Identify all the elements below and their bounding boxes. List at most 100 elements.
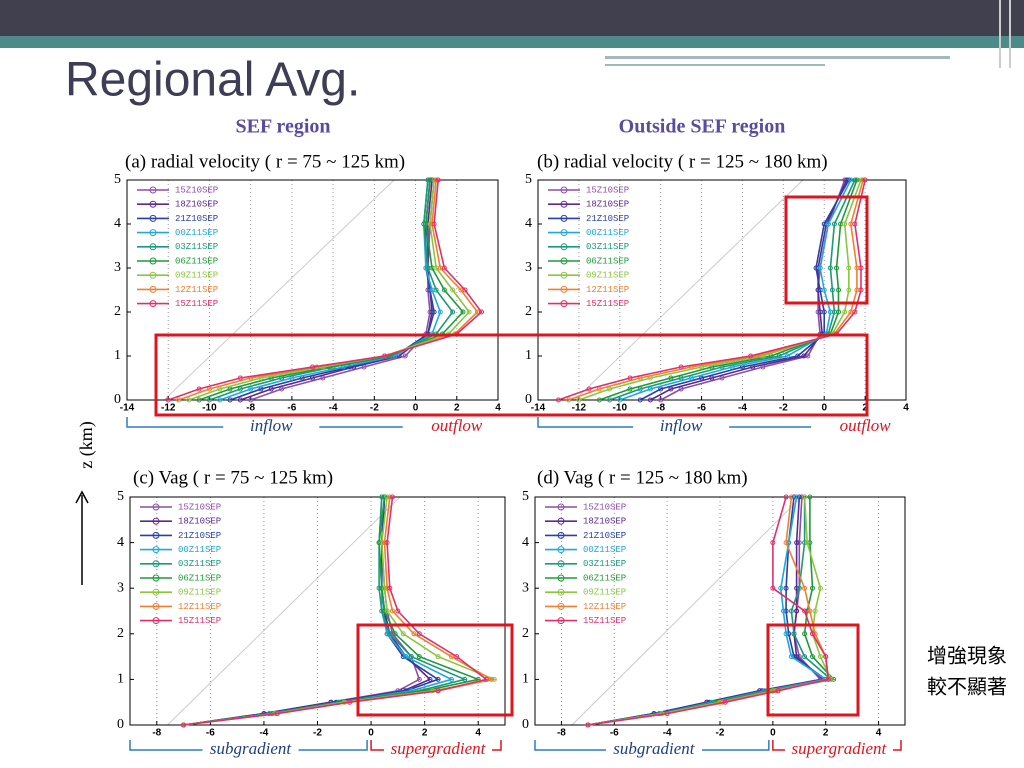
series-marker [829, 287, 835, 293]
slide-title: Regional Avg. [65, 54, 360, 107]
series-marker [833, 265, 839, 271]
x-tick-label: -10 [613, 403, 628, 414]
legend-marker [557, 574, 565, 582]
y-tick-label: 3 [525, 260, 532, 275]
x-tick-label: -2 [779, 403, 788, 414]
y-tick-label: 2 [114, 304, 121, 319]
legend-label: 18Z10SEP [175, 200, 218, 210]
series-marker [196, 397, 202, 403]
series-marker [722, 699, 728, 705]
x-tick-label: -4 [663, 728, 672, 739]
series-marker [186, 397, 192, 403]
series-marker [435, 654, 441, 660]
series-marker [586, 386, 592, 392]
series-marker [802, 585, 808, 591]
series-marker [810, 631, 815, 637]
series-marker [441, 265, 447, 271]
y-tick-label: 1 [525, 348, 532, 363]
series-marker [392, 631, 398, 637]
legend-marker [149, 271, 157, 279]
series-marker [802, 608, 808, 614]
series-marker [462, 676, 468, 682]
x-tick-label: 2 [454, 403, 460, 414]
legend-label: 09Z11SEP [175, 271, 218, 281]
legend-marker [557, 588, 565, 596]
x-tick-label: 2 [422, 728, 428, 739]
series-marker [783, 585, 789, 591]
legend-marker [557, 531, 565, 539]
legend-marker [149, 300, 157, 308]
legend-marker [152, 602, 160, 610]
legend-marker [557, 602, 565, 610]
series-marker [775, 688, 781, 694]
header-rule [605, 56, 950, 59]
legend-marker [560, 285, 568, 293]
x-tick-label: -6 [697, 403, 706, 414]
series-marker [181, 722, 187, 728]
series-marker [836, 287, 842, 293]
series-marker [585, 722, 591, 728]
legend-label: 06Z11SEP [175, 256, 218, 266]
series-marker [387, 631, 393, 637]
series-marker [817, 265, 823, 271]
series-marker [576, 397, 582, 403]
y-tick-label: 1 [522, 672, 529, 687]
legend-label: 03Z11SEP [178, 559, 221, 569]
series-marker [217, 397, 223, 403]
legend-marker [560, 300, 568, 308]
plot-frame [126, 179, 499, 401]
x-tick-label: -6 [206, 728, 215, 739]
x-tick-label: -4 [738, 403, 747, 414]
highlight-box [784, 195, 869, 305]
series-marker [807, 608, 813, 614]
series-marker [817, 585, 823, 591]
legend-marker [560, 200, 568, 208]
series-marker [778, 585, 784, 591]
x-tick-label: -10 [202, 403, 217, 414]
legend-label: 00Z11SEP [586, 228, 629, 238]
x-tick-label: -8 [246, 403, 255, 414]
series-marker [668, 375, 674, 381]
series-marker [784, 353, 790, 359]
series-marker [842, 221, 848, 227]
panel-title: (c) Vag ( r = 75 ~ 125 km) [133, 467, 333, 488]
label-backdrop [384, 740, 493, 760]
series-marker [678, 364, 684, 370]
plot-frame [537, 179, 907, 401]
arrow-head [75, 490, 89, 504]
y-tick-label: 3 [522, 580, 529, 595]
x-tick-label: 2 [862, 403, 868, 414]
header-band [0, 0, 1024, 36]
reference-line [167, 496, 401, 726]
legend-marker [560, 271, 568, 279]
series-marker [810, 654, 815, 660]
series-marker [460, 309, 466, 315]
panel: (c) Vag ( r = 75 ~ 125 km)-8 -6 -4 -2 0 2 4012… [117, 467, 506, 760]
series-marker [807, 494, 813, 500]
legend-label: 09Z11SEP [178, 588, 221, 598]
x-tick-label: -6 [287, 403, 296, 414]
series-marker [783, 631, 789, 637]
series-marker [402, 353, 408, 359]
series-marker [627, 386, 633, 392]
series-marker [390, 608, 395, 614]
series-marker [788, 654, 794, 660]
series-marker [450, 309, 456, 315]
series-marker [274, 711, 280, 717]
series-marker [862, 177, 868, 183]
series-marker [384, 540, 390, 546]
x-tick-label: 4 [876, 728, 882, 739]
series-marker [227, 397, 233, 403]
series-marker [382, 353, 388, 359]
y-axis-label: z (km) [76, 421, 97, 468]
series-marker [310, 364, 315, 370]
series-marker [858, 265, 864, 271]
legend-marker [149, 214, 157, 222]
legend-label: 15Z10SEP [583, 502, 626, 512]
series-marker [483, 676, 489, 682]
legend-label: 06Z11SEP [583, 573, 626, 583]
series-marker [795, 353, 801, 359]
legend-marker [149, 186, 157, 194]
series-marker [617, 397, 623, 403]
legend-label: 18Z10SEP [586, 200, 629, 210]
